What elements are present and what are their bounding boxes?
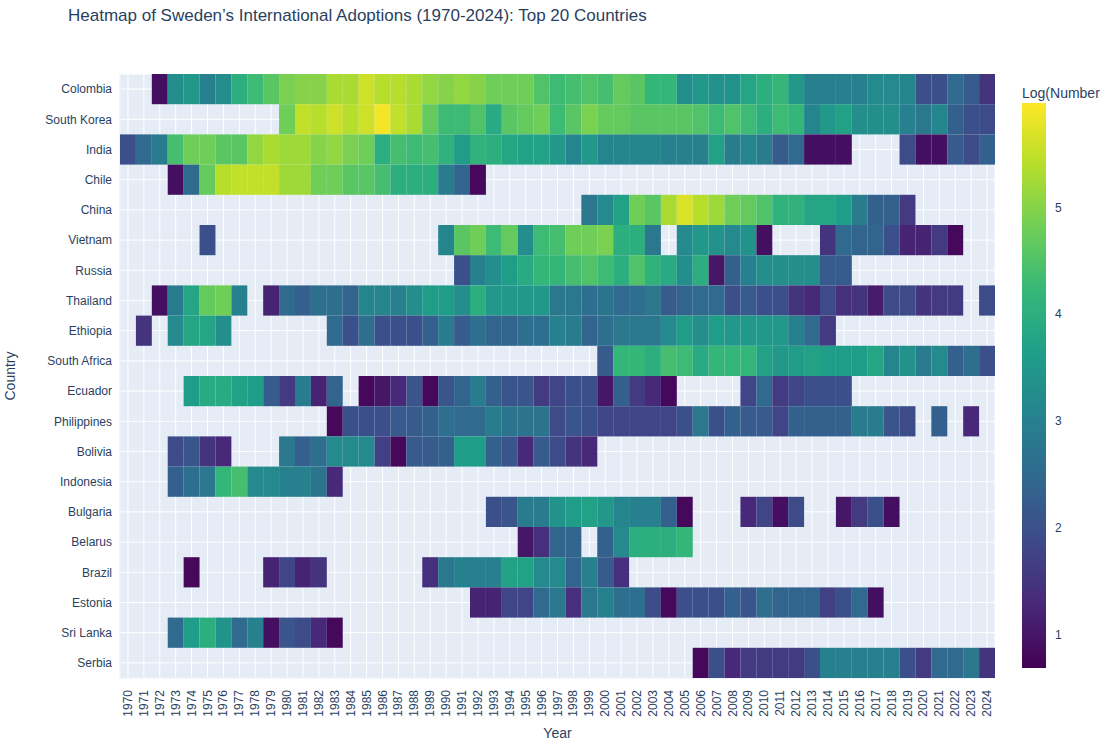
svg-text:Estonia: Estonia	[72, 596, 112, 610]
svg-text:2012: 2012	[789, 690, 803, 717]
svg-text:2001: 2001	[614, 690, 628, 717]
svg-text:2000: 2000	[598, 690, 612, 717]
svg-text:1979: 1979	[264, 690, 278, 717]
svg-text:2010: 2010	[757, 690, 771, 717]
svg-text:1980: 1980	[280, 690, 294, 717]
svg-text:2016: 2016	[853, 690, 867, 717]
svg-text:2002: 2002	[630, 690, 644, 717]
html-text:Heatmap of Sweden’s Internatio: Heatmap of Sweden’s International Adopti…	[68, 6, 647, 25]
svg-text:5: 5	[1055, 201, 1062, 215]
svg-text:Russia: Russia	[75, 264, 112, 278]
svg-text:1978: 1978	[248, 690, 262, 717]
svg-text:2021: 2021	[932, 690, 946, 717]
svg-text:2007: 2007	[710, 690, 724, 717]
svg-text:Serbia: Serbia	[77, 656, 112, 670]
svg-text:South Africa: South Africa	[47, 354, 112, 368]
svg-text:2008: 2008	[726, 690, 740, 717]
svg-text:2013: 2013	[805, 690, 819, 717]
svg-text:1998: 1998	[566, 690, 580, 717]
svg-text:1987: 1987	[391, 690, 405, 717]
svg-text:Bolivia: Bolivia	[77, 445, 113, 459]
svg-text:1982: 1982	[312, 690, 326, 717]
svg-text:Philippines: Philippines	[54, 415, 112, 429]
svg-text:Colombia: Colombia	[61, 82, 112, 96]
svg-text:2: 2	[1055, 521, 1062, 535]
svg-text:1985: 1985	[360, 690, 374, 717]
svg-text:1992: 1992	[471, 690, 485, 717]
svg-text:2020: 2020	[916, 690, 930, 717]
svg-text:Log(Number: Log(Number	[1022, 85, 1100, 101]
svg-text:1993: 1993	[487, 690, 501, 717]
svg-text:2014: 2014	[821, 690, 835, 717]
svg-text:2009: 2009	[741, 690, 755, 717]
svg-text:1986: 1986	[376, 690, 390, 717]
svg-text:2006: 2006	[694, 690, 708, 717]
svg-text:1994: 1994	[503, 690, 517, 717]
svg-text:1996: 1996	[535, 690, 549, 717]
svg-text:2024: 2024	[980, 690, 994, 717]
svg-text:1970: 1970	[121, 690, 135, 717]
svg-text:Ecuador: Ecuador	[67, 384, 112, 398]
svg-text:1997: 1997	[551, 690, 565, 717]
svg-text:Indonesia: Indonesia	[60, 475, 112, 489]
svg-text:2004: 2004	[662, 690, 676, 717]
svg-text:Chile: Chile	[85, 173, 113, 187]
svg-text:3: 3	[1055, 414, 1062, 428]
svg-text:Vietnam: Vietnam	[68, 233, 112, 247]
svg-text:1981: 1981	[296, 690, 310, 717]
svg-text:1999: 1999	[582, 690, 596, 717]
svg-text:2022: 2022	[948, 690, 962, 717]
svg-text:2015: 2015	[837, 690, 851, 717]
svg-text:1977: 1977	[232, 690, 246, 717]
svg-text:Thailand: Thailand	[66, 294, 112, 308]
svg-text:2011: 2011	[773, 690, 787, 716]
svg-text:Year: Year	[543, 725, 572, 741]
svg-text:1: 1	[1055, 628, 1062, 642]
svg-text:India: India	[86, 143, 112, 157]
svg-text:Belarus: Belarus	[71, 535, 112, 549]
svg-text:1974: 1974	[185, 690, 199, 717]
svg-text:1975: 1975	[201, 690, 215, 717]
svg-text:1984: 1984	[344, 690, 358, 717]
svg-text:China: China	[81, 203, 113, 217]
svg-text:Brazil: Brazil	[82, 566, 112, 580]
svg-text:1989: 1989	[423, 690, 437, 717]
svg-text:1983: 1983	[328, 690, 342, 717]
svg-text:Sri Lanka: Sri Lanka	[61, 626, 112, 640]
svg-text:1972: 1972	[153, 690, 167, 717]
svg-text:1976: 1976	[216, 690, 230, 717]
svg-text:Bulgaria: Bulgaria	[68, 505, 112, 519]
svg-text:1988: 1988	[407, 690, 421, 717]
svg-text:1995: 1995	[519, 690, 533, 717]
svg-text:2023: 2023	[964, 690, 978, 717]
svg-text:1973: 1973	[169, 690, 183, 717]
svg-text:1971: 1971	[137, 690, 151, 717]
svg-text:1990: 1990	[439, 690, 453, 717]
svg-text:1991: 1991	[455, 690, 469, 717]
svg-text:South Korea: South Korea	[45, 113, 112, 127]
svg-text:Ethiopia: Ethiopia	[69, 324, 113, 338]
svg-text:2003: 2003	[646, 690, 660, 717]
svg-text:Country: Country	[8, 351, 18, 400]
svg-text:2005: 2005	[678, 690, 692, 717]
svg-text:2018: 2018	[885, 690, 899, 717]
svg-text:2017: 2017	[869, 690, 883, 717]
svg-text:4: 4	[1055, 307, 1062, 321]
svg-text:2019: 2019	[901, 690, 915, 717]
